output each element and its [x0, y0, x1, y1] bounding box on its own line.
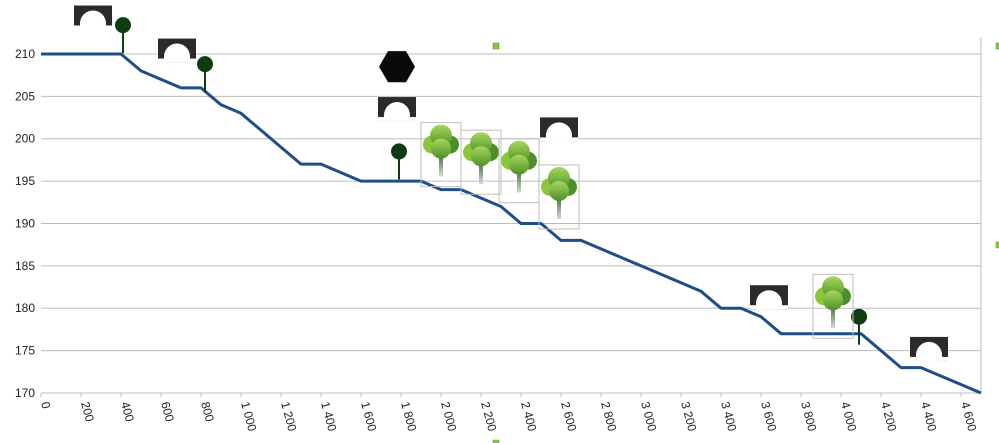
x-tick-label: 1 800 — [398, 400, 419, 433]
x-tick-label: 2 200 — [478, 400, 499, 433]
tunnel-icon — [378, 97, 416, 122]
signal-post-icon — [851, 308, 867, 345]
selection-handle-right-top[interactable] — [995, 42, 999, 50]
selection-handle-bottom[interactable] — [492, 439, 500, 443]
x-tick-label: 4 200 — [878, 400, 899, 433]
tree-icon — [420, 122, 462, 188]
tree-icon — [538, 164, 580, 230]
tunnel-icon — [74, 5, 112, 30]
selection-handles[interactable] — [492, 42, 999, 443]
tunnel-icon — [910, 336, 948, 361]
tree-icon — [498, 138, 540, 204]
x-tick-label: 2 000 — [438, 400, 459, 433]
elevation-line-0 — [41, 52, 982, 395]
x-tick-label: 200 — [78, 400, 97, 423]
series-lines — [41, 52, 982, 395]
y-tick-label: 175 — [15, 344, 35, 358]
x-tick-label: 0 — [38, 400, 53, 410]
tunnel-icon — [750, 285, 788, 310]
x-tick-label: 3 400 — [718, 400, 739, 433]
y-tick-label: 210 — [15, 47, 35, 61]
x-tick-label: 600 — [158, 400, 177, 423]
x-tick-label: 2 800 — [598, 400, 619, 433]
x-tick-label: 4 600 — [958, 400, 979, 433]
tunnel-icon — [158, 38, 196, 63]
y-tick-label: 170 — [15, 386, 35, 400]
signal-post-icon — [115, 17, 131, 54]
x-tick-label: 4 000 — [838, 400, 859, 433]
x-tick-label: 1 200 — [278, 400, 299, 433]
y-tick-label: 180 — [15, 301, 35, 315]
x-tick-label: 3 200 — [678, 400, 699, 433]
stop-hexagon-icon — [379, 51, 415, 83]
x-tick-label: 400 — [118, 400, 137, 423]
x-tick-label: 1 400 — [318, 400, 339, 433]
y-tick-label: 200 — [15, 132, 35, 146]
x-tick-label: 2 600 — [558, 400, 579, 433]
x-tick-label: 3 800 — [798, 400, 819, 433]
y-tick-label: 190 — [15, 216, 35, 230]
route-markers — [74, 5, 948, 361]
tree-icon — [812, 273, 854, 339]
tree-icon — [460, 129, 502, 195]
selection-handle-top[interactable] — [492, 42, 500, 50]
axes — [40, 37, 982, 397]
signal-post-icon — [391, 143, 407, 180]
x-tick-label: 800 — [198, 400, 217, 423]
signal-post-icon — [197, 56, 213, 93]
selection-handle-right-mid[interactable] — [995, 241, 999, 249]
y-tick-labels: 170 175 180 185 190 195 200 205 210 — [15, 47, 35, 400]
y-tick-label: 195 — [15, 174, 35, 188]
x-tick-label: 1 000 — [238, 400, 259, 433]
x-tick-label: 3 600 — [758, 400, 779, 433]
tunnel-icon — [540, 117, 578, 142]
y-tick-label: 185 — [15, 259, 35, 273]
x-tick-labels: 0 200 400 600 800 1 000 1 200 1 400 1 600 1 800 2 … — [38, 400, 979, 433]
x-tick-label: 4 400 — [918, 400, 939, 433]
y-tick-label: 205 — [15, 89, 35, 103]
x-tick-label: 2 400 — [518, 400, 539, 433]
x-tick-label: 3 000 — [638, 400, 659, 433]
gridlines — [41, 53, 981, 394]
x-tick-label: 1 600 — [358, 400, 379, 433]
